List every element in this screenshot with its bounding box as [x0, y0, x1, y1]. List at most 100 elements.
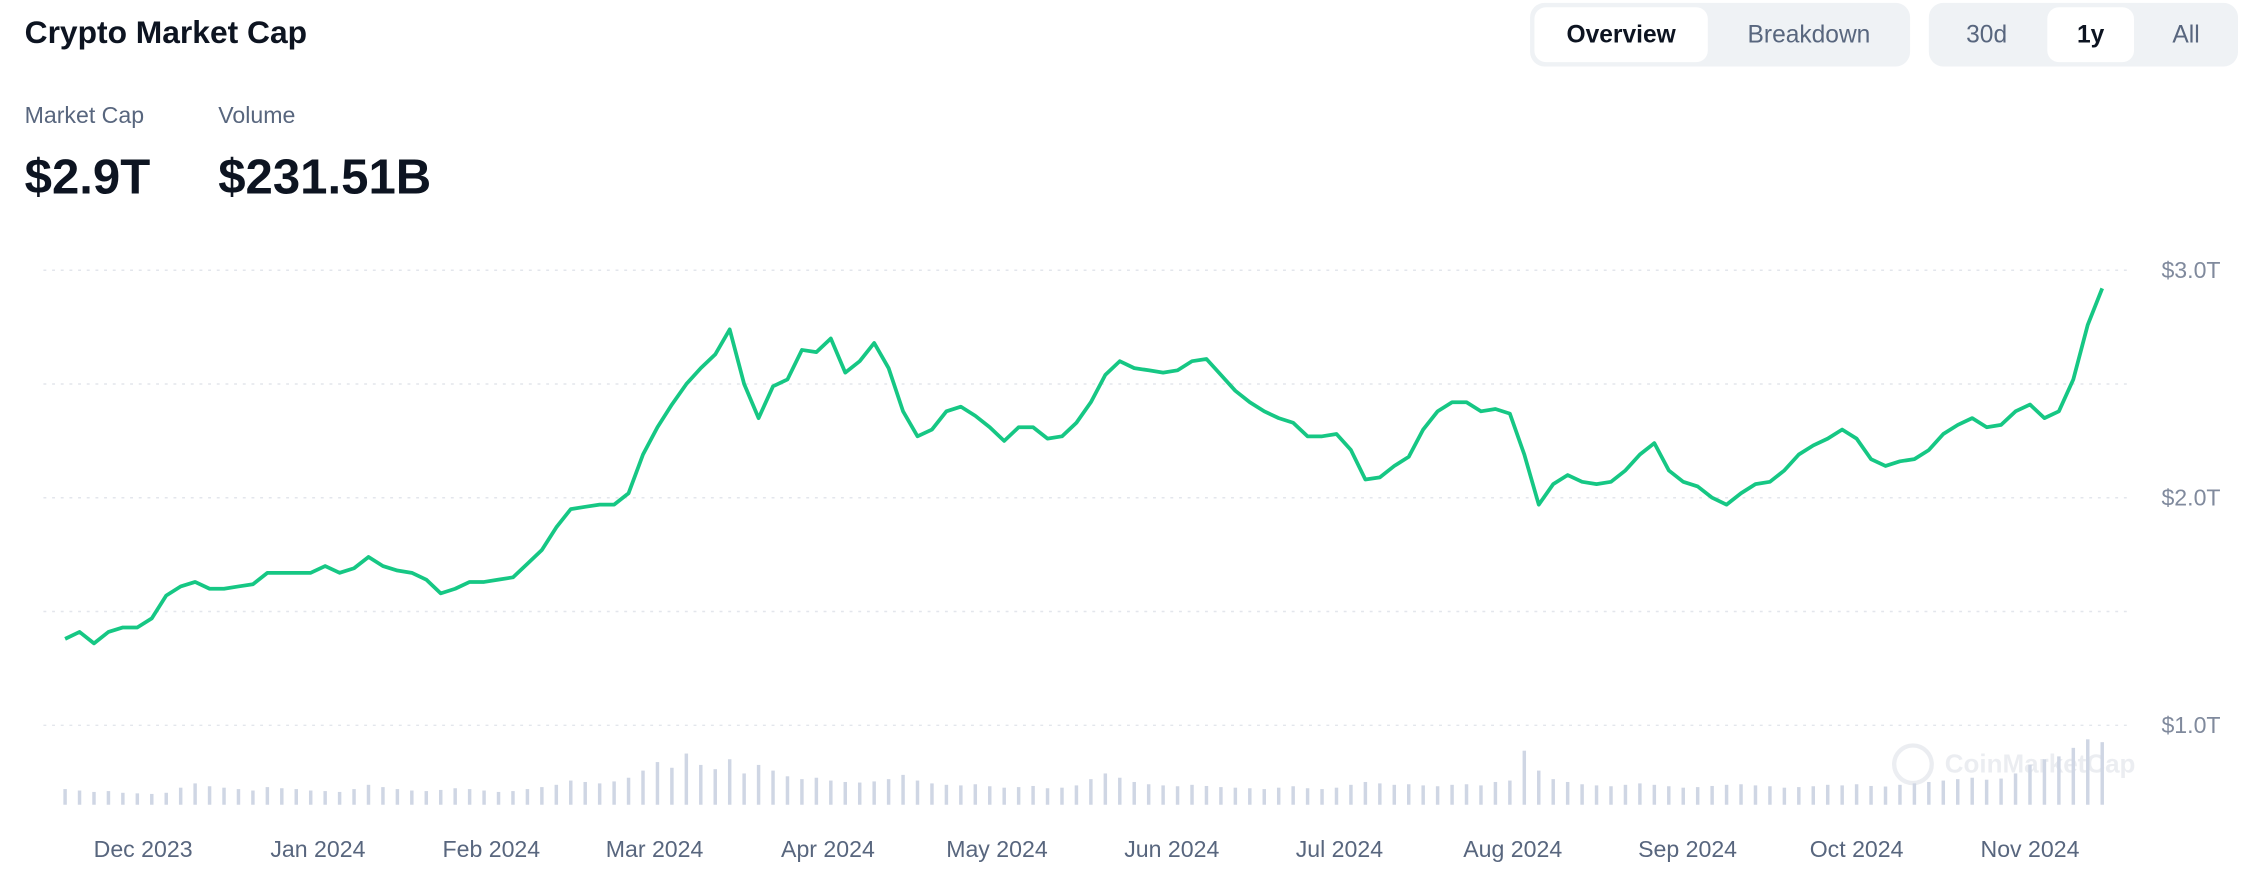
- volume-bar: [1479, 785, 1483, 805]
- volume-bar: [857, 782, 862, 805]
- range-button[interactable]: 1y: [2077, 22, 2105, 49]
- y-tick-label: $3.0T: [2161, 257, 2220, 283]
- volume-bar: [785, 776, 790, 805]
- volume-bar: [1190, 784, 1194, 805]
- volume-bar: [1060, 787, 1064, 805]
- volume-bar: [1334, 787, 1339, 805]
- volume-bar: [1811, 786, 1815, 805]
- watermark-text: CoinMarketCap: [1945, 749, 2136, 779]
- volume-bar: [1493, 781, 1498, 805]
- x-tick-label: May 2024: [946, 836, 1048, 862]
- stat-label: Market Cap: [25, 102, 144, 128]
- volume-bar: [1320, 789, 1324, 805]
- volume-bar: [1464, 784, 1469, 805]
- volume-bar: [2013, 773, 2018, 805]
- volume-bar: [540, 787, 544, 805]
- volume-bar: [222, 787, 226, 805]
- volume-bar: [1825, 784, 1830, 805]
- volume-bar: [930, 783, 934, 805]
- volume-bar: [1089, 779, 1093, 805]
- volume-bar: [1984, 779, 1989, 805]
- volume-bar: [1363, 781, 1368, 805]
- volume-bar: [453, 788, 457, 805]
- volume-bar: [1710, 785, 1714, 805]
- volume-bar: [280, 788, 284, 805]
- range-button[interactable]: 30d: [1966, 22, 2007, 49]
- x-tick-label: Sep 2024: [1638, 836, 1737, 862]
- tab-button[interactable]: Breakdown: [1748, 22, 1871, 49]
- volume-bar: [843, 781, 848, 805]
- volume-bar: [1941, 780, 1946, 805]
- x-tick-label: Jan 2024: [270, 836, 365, 862]
- volume-bar: [886, 779, 891, 805]
- volume-bar: [1782, 787, 1787, 805]
- volume-bar: [1450, 784, 1454, 805]
- range-button[interactable]: All: [2172, 22, 2199, 49]
- volume-bar: [554, 784, 559, 805]
- volume-bar: [496, 791, 501, 805]
- volume-bar: [63, 789, 67, 805]
- volume-bar: [2042, 759, 2047, 805]
- volume-bar: [915, 780, 920, 805]
- volume-bar: [597, 783, 602, 805]
- volume-bar: [814, 777, 819, 805]
- title: Crypto Market Cap: [25, 14, 307, 50]
- volume-bar: [1219, 787, 1223, 805]
- price-line: [64, 287, 2104, 646]
- volume-bar: [150, 793, 154, 805]
- volume-bar: [2071, 747, 2076, 805]
- volume-bar: [1898, 784, 1902, 805]
- volume-bar: [670, 767, 674, 805]
- volume-bar: [395, 789, 400, 805]
- volume-bar: [1392, 784, 1397, 805]
- volume-bar: [1349, 784, 1353, 805]
- volume-bar: [1508, 780, 1512, 805]
- volume-bar: [829, 780, 833, 805]
- volume-bar: [626, 777, 631, 805]
- volume-bar: [366, 784, 371, 805]
- volume-bar: [1551, 779, 1555, 805]
- volume-bar: [569, 780, 573, 805]
- volume-bar: [1435, 786, 1440, 805]
- volume-bar: [1378, 783, 1382, 805]
- volume-bar: [294, 789, 298, 805]
- volume-bar: [944, 784, 949, 805]
- volume-bar: [2028, 764, 2032, 805]
- stat-value: $2.9T: [25, 151, 151, 205]
- volume-bar: [1118, 777, 1122, 805]
- volume-bar: [1537, 770, 1541, 805]
- volume-bar: [1276, 787, 1281, 805]
- volume-bar: [872, 781, 876, 805]
- volume-bar: [1161, 785, 1165, 805]
- volume-bar: [901, 774, 905, 805]
- y-tick-label: $1.0T: [2161, 712, 2220, 738]
- volume-bar: [1667, 786, 1671, 805]
- volume-bar: [1609, 786, 1613, 805]
- volume-bar: [337, 791, 342, 805]
- x-tick-label: Aug 2024: [1463, 836, 1562, 862]
- volume-bar: [583, 781, 587, 805]
- volume-bar: [2086, 739, 2090, 805]
- volume-bar: [1262, 789, 1266, 805]
- volume-bar: [467, 789, 472, 805]
- volume-bar: [439, 789, 443, 805]
- volume-bar: [1999, 778, 2003, 805]
- x-tick-label: Nov 2024: [1981, 836, 2080, 862]
- volume-bar: [323, 791, 327, 805]
- x-tick-label: Oct 2024: [1810, 836, 1904, 862]
- volume-bar: [92, 791, 96, 805]
- volume-bar: [756, 764, 761, 805]
- volume-bar: [1623, 784, 1628, 805]
- volume-bar: [1927, 781, 1931, 805]
- volume-bar: [135, 793, 140, 805]
- volume-bar: [1652, 784, 1657, 805]
- volume-bar: [106, 791, 111, 805]
- volume-bar: [1305, 788, 1310, 805]
- tab-button[interactable]: Overview: [1567, 22, 1677, 49]
- volume-bar: [1883, 786, 1888, 805]
- volume-bar: [2057, 756, 2061, 805]
- volume-bar: [641, 770, 645, 805]
- volume-bar: [1291, 786, 1295, 805]
- volume-bar: [511, 791, 515, 805]
